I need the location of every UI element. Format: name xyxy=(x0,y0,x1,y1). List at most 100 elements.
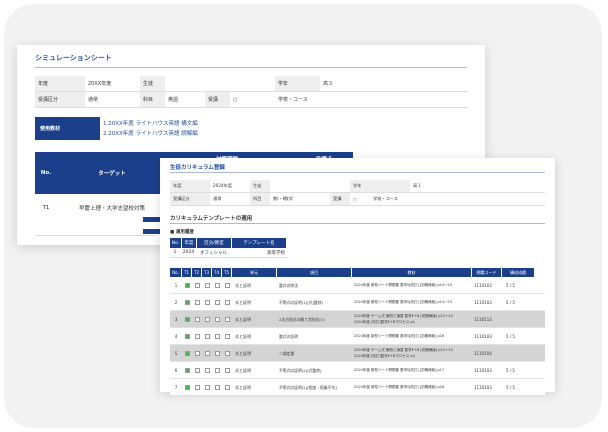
unit: 式と証明 xyxy=(235,384,251,390)
checkbox[interactable] xyxy=(214,317,220,322)
checkbox[interactable] xyxy=(184,283,190,288)
checkbox[interactable] xyxy=(184,300,190,305)
field-value: 高３ xyxy=(320,76,467,92)
checkbox[interactable] xyxy=(224,334,230,339)
field-value: 学校・コース xyxy=(275,92,467,108)
field-label: 受講 xyxy=(205,92,230,108)
checkbox[interactable] xyxy=(224,283,230,288)
curriculum-row xyxy=(170,362,545,379)
field-label: 生徒 xyxy=(250,180,270,193)
row-no: 4 xyxy=(174,334,178,339)
field-value: 通常 xyxy=(85,92,140,108)
checkbox[interactable] xyxy=(224,317,230,322)
unit: 式と証明 xyxy=(235,299,251,305)
checkbox[interactable] xyxy=(204,368,210,373)
field-label: 受講区分 xyxy=(35,92,85,108)
checkbox[interactable] xyxy=(224,351,230,356)
field-value: 数Ⅰ・Ⅱ数学 xyxy=(270,193,330,206)
field-value: 高１ xyxy=(410,180,545,193)
checkbox[interactable] xyxy=(224,385,230,390)
curriculum-header: T2 xyxy=(192,268,202,277)
field-label: 学年 xyxy=(350,180,410,193)
history-cell: 高等学校 xyxy=(232,248,287,258)
field-label: 年度 xyxy=(35,76,85,92)
curriculum-header: No. xyxy=(170,268,182,277)
checkbox[interactable] xyxy=(204,334,210,339)
field-label: 科目 xyxy=(250,193,270,206)
target-cell: 早慶上理・大学志望校対策 xyxy=(78,206,145,212)
checkbox[interactable] xyxy=(214,351,220,356)
checkbox[interactable] xyxy=(204,385,210,390)
material: 2024年度 新校ソード問題集 数学Ⅱ[改訂] [初期様版] p17 xyxy=(354,368,445,372)
target-cell: T1 xyxy=(42,205,50,211)
history-header: No. xyxy=(170,238,182,248)
curriculum-row xyxy=(170,277,545,294)
unit: 式と証明 xyxy=(235,316,251,322)
form-title: 生徒カリキュラム登録 xyxy=(170,164,225,171)
checkbox[interactable] xyxy=(194,334,200,339)
row-rule xyxy=(35,235,155,236)
checkbox[interactable] xyxy=(194,300,200,305)
checkbox[interactable] xyxy=(184,385,190,390)
checkbox[interactable] xyxy=(214,334,220,339)
code: 1110103 xyxy=(474,283,492,288)
checkbox[interactable] xyxy=(184,334,190,339)
checkbox[interactable] xyxy=(214,385,220,390)
checkbox[interactable] xyxy=(184,368,190,373)
period-bar xyxy=(143,229,163,234)
history-header: テンプレート名 xyxy=(232,238,287,248)
curriculum-header: 単元 xyxy=(232,268,277,277)
target-header-cell: ターゲット xyxy=(98,171,126,177)
checkbox[interactable] xyxy=(214,368,220,373)
title-rule xyxy=(35,67,467,68)
curriculum-header: 教材 xyxy=(352,268,472,277)
score: 5 / 5 xyxy=(506,300,515,305)
unit: 式と証明 xyxy=(235,333,251,339)
item: 整式の証明 xyxy=(279,333,298,339)
checkbox[interactable] xyxy=(184,317,190,322)
field-value xyxy=(270,180,350,193)
field-value: 20XX年度 xyxy=(85,76,140,92)
checkbox[interactable] xyxy=(194,368,200,373)
material: 2024年度 ゲーム式 解説と演習 数学Ⅱ＋B [初期様版] p12〜24 xyxy=(354,348,453,352)
section-title: カリキュラムテンプレートの適用 xyxy=(170,215,253,222)
item: 不等式の証明(1)[式]整除) xyxy=(279,299,323,305)
row-no: 6 xyxy=(174,368,178,373)
field-label: 学年 xyxy=(275,76,320,92)
curriculum-window: 生徒カリキュラム登録 年度 2024年度 生徒 学年 高１ 受講区分 通常 科目 数Ⅰ・Ⅱ数学 受講… xyxy=(160,158,555,396)
checkbox[interactable] xyxy=(204,317,210,322)
score: 5 / 5 xyxy=(506,334,515,339)
curriculum-row xyxy=(170,311,545,328)
history-label: ■ 適用履歴 xyxy=(170,230,194,235)
checkbox[interactable] xyxy=(204,300,210,305)
checkbox[interactable] xyxy=(204,351,210,356)
field-value: 英語 xyxy=(165,92,205,108)
checkbox[interactable] xyxy=(204,283,210,288)
checkbox[interactable] xyxy=(214,283,220,288)
materials-label: 使用教材 xyxy=(35,117,100,140)
checkbox[interactable] xyxy=(184,351,190,356)
target-header-cell: No. xyxy=(40,170,52,176)
checkbox[interactable] xyxy=(194,317,200,322)
code: 1110103 xyxy=(474,300,492,305)
checkbox[interactable] xyxy=(194,283,200,288)
field-label: 受講区分 xyxy=(170,193,210,206)
score: 5 / 5 xyxy=(506,385,515,390)
curriculum-row xyxy=(170,328,545,345)
checkbox[interactable] xyxy=(224,300,230,305)
checkbox[interactable] xyxy=(214,300,220,305)
score: 5 / 5 xyxy=(506,283,515,288)
curriculum-header: 項目 xyxy=(277,268,352,277)
history-header: 年度 xyxy=(182,238,197,248)
history-cell: 1 xyxy=(170,248,182,258)
checkbox[interactable] xyxy=(224,368,230,373)
row-no: 7 xyxy=(174,385,178,390)
code: 1110113 xyxy=(474,317,492,322)
history-header: 区分/教室 xyxy=(197,238,232,248)
field-label: 科目 xyxy=(140,92,165,108)
row-no: 5 xyxy=(174,351,178,356)
checkbox[interactable] xyxy=(194,385,200,390)
checkbox[interactable] xyxy=(194,351,200,356)
field-label: 受講 xyxy=(330,193,350,206)
field-value: 学校・コース xyxy=(370,193,545,206)
